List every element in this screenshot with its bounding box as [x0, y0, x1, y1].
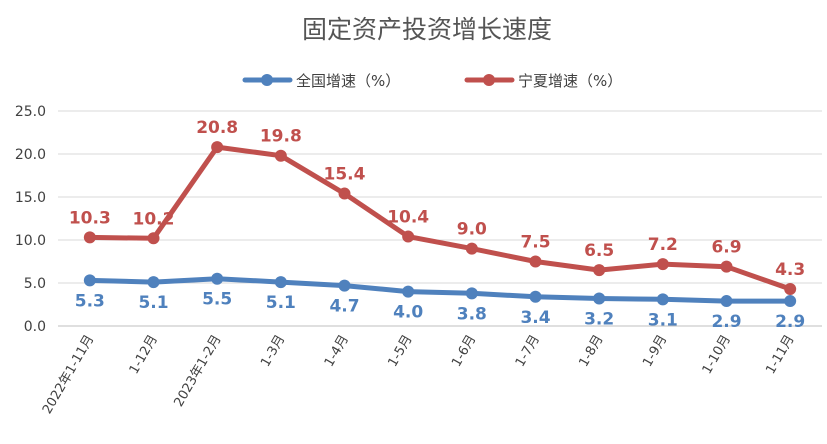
data-point	[720, 260, 733, 273]
x-tick-label: 2022年1-11月	[40, 333, 97, 417]
data-label: 2.9	[711, 312, 741, 332]
data-point	[529, 290, 542, 303]
y-tick-label: 25.0	[15, 104, 46, 120]
x-tick-label: 1-9月	[640, 333, 670, 370]
data-label: 10.3	[69, 208, 111, 228]
y-tick-label: 10.0	[15, 233, 46, 249]
data-point	[656, 258, 669, 271]
data-point	[83, 231, 96, 244]
y-tick-label: 0.0	[24, 319, 46, 335]
data-label: 9.0	[457, 220, 487, 240]
legend-label-ningxia: 宁夏增速（%）	[518, 72, 622, 90]
series-layer	[83, 141, 797, 308]
legend-item-national: 全国增速（%）	[242, 72, 400, 90]
data-label: 7.2	[648, 235, 678, 255]
data-label: 10.4	[387, 208, 429, 228]
data-point	[402, 285, 415, 298]
x-tick-label: 1-8月	[577, 333, 607, 370]
data-point	[338, 279, 351, 292]
y-tick-label: 15.0	[15, 190, 46, 206]
data-point	[402, 230, 415, 243]
legend-item-ningxia: 宁夏增速（%）	[464, 72, 622, 90]
y-axis: 0.0 5.0 10.0 15.0 20.0 25.0	[15, 104, 46, 335]
legend-label-national: 全国增速（%）	[296, 72, 400, 90]
x-tick-label: 1-5月	[386, 333, 416, 370]
y-tick-label: 5.0	[24, 276, 46, 292]
data-point	[784, 283, 797, 296]
data-label: 3.8	[457, 304, 487, 324]
data-point	[147, 276, 160, 289]
y-tick-label: 20.0	[15, 147, 46, 163]
legend: 全国增速（%） 宁夏增速（%）	[242, 72, 622, 90]
data-label: 3.4	[520, 308, 550, 328]
data-point	[274, 149, 287, 162]
legend-marker-ningxia	[483, 74, 495, 86]
data-label: 6.5	[584, 241, 614, 261]
data-label: 5.3	[75, 291, 105, 311]
data-label: 4.0	[393, 303, 423, 323]
data-label: 3.2	[584, 309, 614, 329]
data-label: 5.1	[138, 293, 168, 313]
data-label: 10.2	[133, 209, 175, 229]
data-label: 7.5	[520, 233, 550, 253]
x-tick-label: 1-4月	[322, 333, 352, 370]
x-axis: 2022年1-11月 1-12月 2023年1-2月 1-3月 1-4月 1-5月 1-6月…	[40, 325, 822, 417]
data-point	[147, 232, 160, 245]
data-point	[83, 274, 96, 287]
data-label: 5.5	[202, 290, 232, 310]
data-labels: 10.3 10.2 20.8 19.8 15.4 10.4 9.0 7.5 6.5 7.2 6.9 4…	[69, 118, 805, 332]
series-line-0	[87, 276, 793, 304]
data-label: 3.1	[648, 310, 678, 330]
data-point	[338, 187, 351, 200]
data-point	[529, 255, 542, 268]
data-point	[274, 276, 287, 289]
data-label: 5.1	[266, 293, 296, 313]
data-label: 19.8	[260, 127, 302, 147]
data-point	[211, 141, 224, 154]
data-label: 2.9	[775, 312, 805, 332]
x-tick-label: 1-3月	[258, 333, 288, 370]
data-point	[593, 292, 606, 305]
data-label: 4.3	[775, 260, 805, 280]
data-label: 20.8	[196, 118, 238, 138]
data-point	[211, 272, 224, 285]
x-tick-label: 2023年1-2月	[171, 333, 224, 410]
x-tick-label: 1-11月	[763, 333, 797, 377]
x-tick-label: 1-6月	[449, 333, 479, 370]
x-tick-label: 1-7月	[513, 333, 543, 370]
x-tick-label: 1-10月	[700, 333, 734, 377]
data-point	[465, 242, 478, 255]
data-point	[593, 264, 606, 277]
data-point	[656, 293, 669, 306]
x-tick-label: 1-12月	[127, 333, 161, 377]
data-label: 15.4	[324, 165, 366, 185]
data-point	[720, 295, 733, 308]
legend-marker-national	[261, 74, 273, 86]
series-line-1	[87, 144, 793, 292]
data-label: 6.9	[711, 238, 741, 258]
data-point	[465, 287, 478, 300]
data-label: 4.7	[329, 297, 359, 317]
data-point	[784, 295, 797, 308]
chart-title: 固定资产投资增长速度	[302, 15, 552, 44]
